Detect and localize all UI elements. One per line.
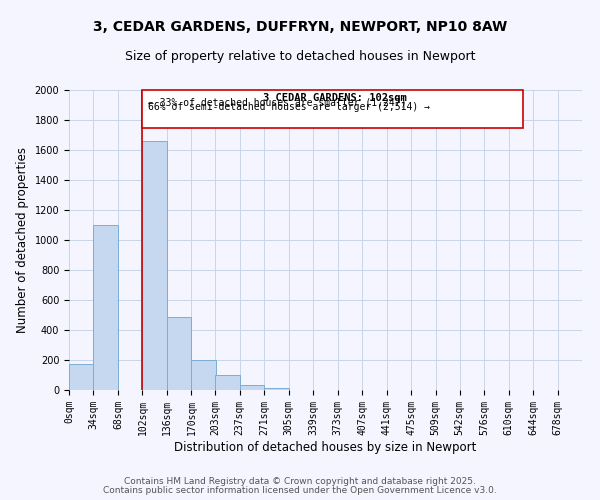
Text: Contains public sector information licensed under the Open Government Licence v3: Contains public sector information licen… [103, 486, 497, 495]
Bar [264, 388, 289, 390]
Text: 3 CEDAR GARDENS: 102sqm: 3 CEDAR GARDENS: 102sqm [263, 94, 407, 104]
Bar [215, 375, 240, 390]
Bar [94, 225, 118, 390]
FancyBboxPatch shape [142, 90, 523, 128]
Text: Size of property relative to detached houses in Newport: Size of property relative to detached ho… [125, 50, 475, 63]
Text: 3, CEDAR GARDENS, DUFFRYN, NEWPORT, NP10 8AW: 3, CEDAR GARDENS, DUFFRYN, NEWPORT, NP10… [93, 20, 507, 34]
Text: ← 33% of detached houses are smaller (1,247): ← 33% of detached houses are smaller (1,… [148, 98, 407, 108]
X-axis label: Distribution of detached houses by size in Newport: Distribution of detached houses by size … [175, 440, 476, 454]
Y-axis label: Number of detached properties: Number of detached properties [16, 147, 29, 333]
Text: Contains HM Land Registry data © Crown copyright and database right 2025.: Contains HM Land Registry data © Crown c… [124, 477, 476, 486]
Bar [191, 360, 216, 390]
Bar [240, 385, 264, 390]
Bar [167, 316, 191, 390]
Bar [142, 141, 167, 390]
Text: 66% of semi-detached houses are larger (2,514) →: 66% of semi-detached houses are larger (… [148, 102, 430, 112]
Bar [69, 364, 94, 390]
